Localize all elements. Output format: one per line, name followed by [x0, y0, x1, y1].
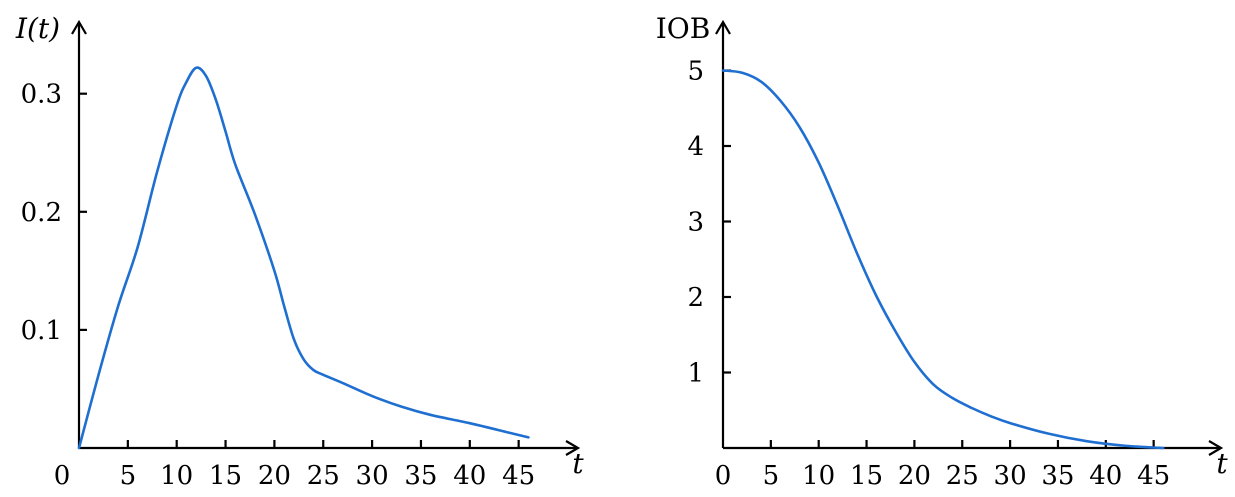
x-tick-label: 30 — [994, 461, 1027, 491]
y-tick-label: 0.2 — [21, 198, 62, 228]
x-tick-label: 30 — [356, 461, 389, 491]
x-tick-label: 40 — [1089, 461, 1122, 491]
x-tick-label: 0 — [715, 461, 732, 491]
x-axis-label: t — [1216, 447, 1228, 480]
x-tick-label: 20 — [898, 461, 931, 491]
x-tick-label: 25 — [307, 461, 340, 491]
x-tick-label: 15 — [850, 461, 883, 491]
y-axis-arrowhead — [71, 19, 87, 35]
x-axis-arrowhead — [565, 440, 581, 456]
x-tick-label: 10 — [160, 461, 193, 491]
y-axis-arrowhead — [715, 19, 731, 35]
x-tick-label: 10 — [802, 461, 835, 491]
y-tick-label: 2 — [687, 283, 704, 313]
x-axis-label: t — [572, 447, 584, 480]
x-tick-label: 25 — [946, 461, 979, 491]
x-axis-arrowhead — [1208, 440, 1224, 456]
y-tick-label: 4 — [687, 132, 704, 162]
y-tick-label: 1 — [687, 359, 704, 389]
x-tick-label: 15 — [209, 461, 242, 491]
x-tick-label: 45 — [502, 461, 535, 491]
x-tick-label: 40 — [453, 461, 486, 491]
y-tick-label: 0.1 — [21, 316, 62, 346]
y-axis-label: I(t) — [15, 12, 60, 45]
x-tick-label: 45 — [1137, 461, 1170, 491]
origin-label: 0 — [54, 461, 71, 491]
x-tick-label: 35 — [1041, 461, 1074, 491]
y-axis-label: IOB — [656, 12, 711, 45]
y-tick-label: 3 — [687, 208, 704, 238]
series-line — [721, 69, 1165, 450]
x-tick-label: 5 — [763, 461, 780, 491]
y-tick-label: 5 — [687, 57, 704, 87]
x-tick-label: 20 — [258, 461, 291, 491]
series-line — [77, 66, 530, 450]
x-tick-label: 5 — [120, 461, 137, 491]
left-chart-insulin-activity: 5 10 15 20 25 30 35 40 45 0.1 0.2 0.3 0 I(t) t — [15, 12, 584, 491]
y-tick-label: 0.3 — [21, 80, 62, 110]
x-tick-label: 35 — [404, 461, 437, 491]
